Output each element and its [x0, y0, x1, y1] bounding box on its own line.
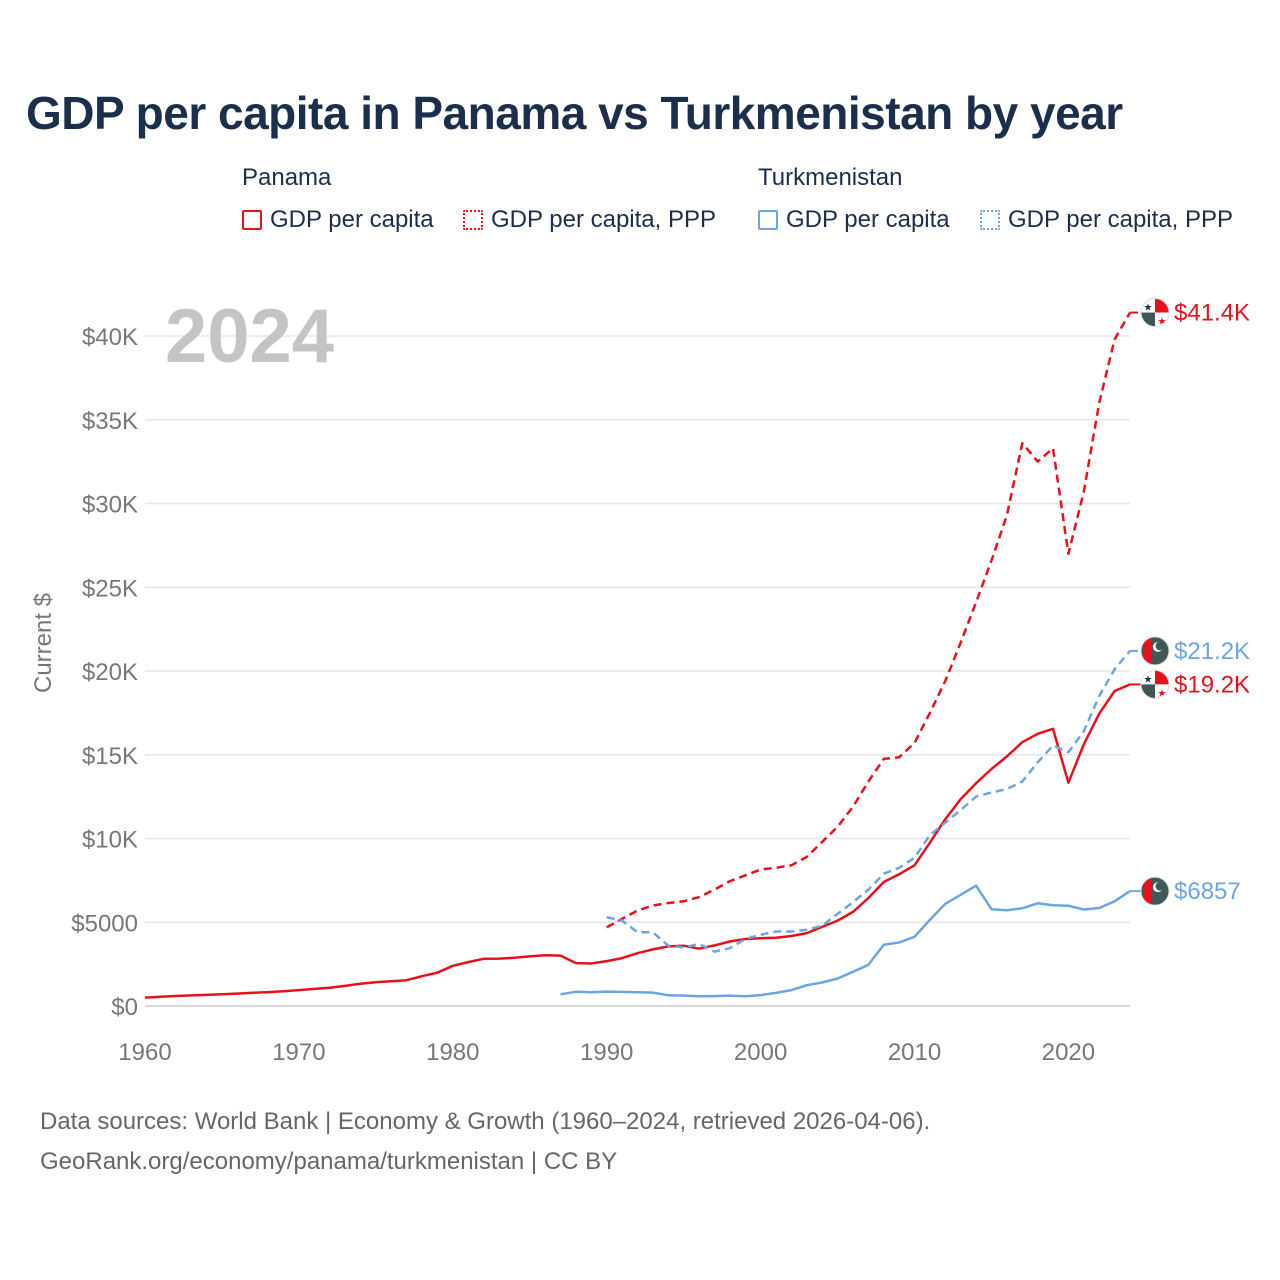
- legend-item-turkmenistan-gdp-ppp[interactable]: GDP per capita, PPP: [980, 206, 1233, 234]
- svg-text:★: ★: [1158, 688, 1167, 699]
- x-tick-label: 2010: [888, 1039, 941, 1066]
- legend-item-panama-gdp-ppp[interactable]: GDP per capita, PPP: [463, 206, 716, 234]
- y-tick-label: $20K: [82, 659, 138, 686]
- y-tick-label: $30K: [82, 492, 138, 519]
- y-axis-label: Current $: [30, 593, 57, 693]
- y-tick-label: $0: [111, 994, 138, 1021]
- legend-swatch-dotted: [980, 210, 1000, 230]
- x-tick-label: 1960: [118, 1039, 171, 1066]
- series-end-label: $41.4K: [1174, 300, 1250, 327]
- panama-flag-icon: ★★: [1140, 669, 1170, 699]
- x-tick-label: 1990: [580, 1039, 633, 1066]
- svg-text:★: ★: [1158, 317, 1167, 328]
- svg-text:★: ★: [1144, 303, 1153, 314]
- series-end-label: $19.2K: [1174, 671, 1250, 698]
- legend-label: GDP per capita, PPP: [1008, 206, 1233, 233]
- series-line-panama-gdp-per-capita-ppp[interactable]: [606, 311, 1132, 929]
- turkmenistan-flag-icon: [1140, 636, 1170, 666]
- legend-label: GDP per capita, PPP: [491, 206, 716, 233]
- legend-swatch-solid: [242, 210, 262, 230]
- series-end-label: $6857: [1174, 878, 1241, 905]
- turkmenistan-flag-icon: [1140, 876, 1170, 906]
- series-end-label: $21.2K: [1174, 638, 1250, 665]
- legend-item-turkmenistan-gdp[interactable]: GDP per capita: [758, 206, 950, 234]
- y-tick-label: $15K: [82, 743, 138, 770]
- svg-text:★: ★: [1144, 674, 1153, 685]
- legend-swatch-solid: [758, 210, 778, 230]
- panama-flag-icon: ★★: [1140, 298, 1170, 328]
- legend-label: GDP per capita: [786, 206, 950, 233]
- series-line-panama-gdp-per-capita[interactable]: [144, 683, 1131, 999]
- x-tick-label: 1980: [426, 1039, 479, 1066]
- year-watermark: 2024: [165, 294, 334, 379]
- footer-credit: GeoRank.org/economy/panama/turkmenistan …: [40, 1148, 618, 1175]
- footer-sources: Data sources: World Bank | Economy & Gro…: [40, 1108, 931, 1135]
- x-tick-label: 2020: [1042, 1039, 1095, 1066]
- x-tick-label: 2000: [734, 1039, 787, 1066]
- series-line-turkmenistan-gdp-per-capita-ppp[interactable]: [606, 650, 1131, 953]
- legend-group-turkmenistan: Turkmenistan: [758, 164, 903, 191]
- legend-swatch-dotted: [463, 210, 483, 230]
- y-tick-label: $25K: [82, 575, 138, 602]
- page-title: GDP per capita in Panama vs Turkmenistan…: [26, 87, 1123, 139]
- y-tick-label: $10K: [82, 827, 138, 854]
- legend-label: GDP per capita: [270, 206, 434, 233]
- y-tick-label: $40K: [82, 324, 138, 351]
- x-tick-label: 1970: [272, 1039, 325, 1066]
- legend-group-panama: Panama: [242, 164, 332, 191]
- y-tick-label: $35K: [82, 408, 138, 435]
- legend-item-panama-gdp[interactable]: GDP per capita: [242, 206, 434, 234]
- series-line-turkmenistan-gdp-per-capita[interactable]: [560, 884, 1131, 998]
- y-tick-label: $5000: [71, 910, 138, 937]
